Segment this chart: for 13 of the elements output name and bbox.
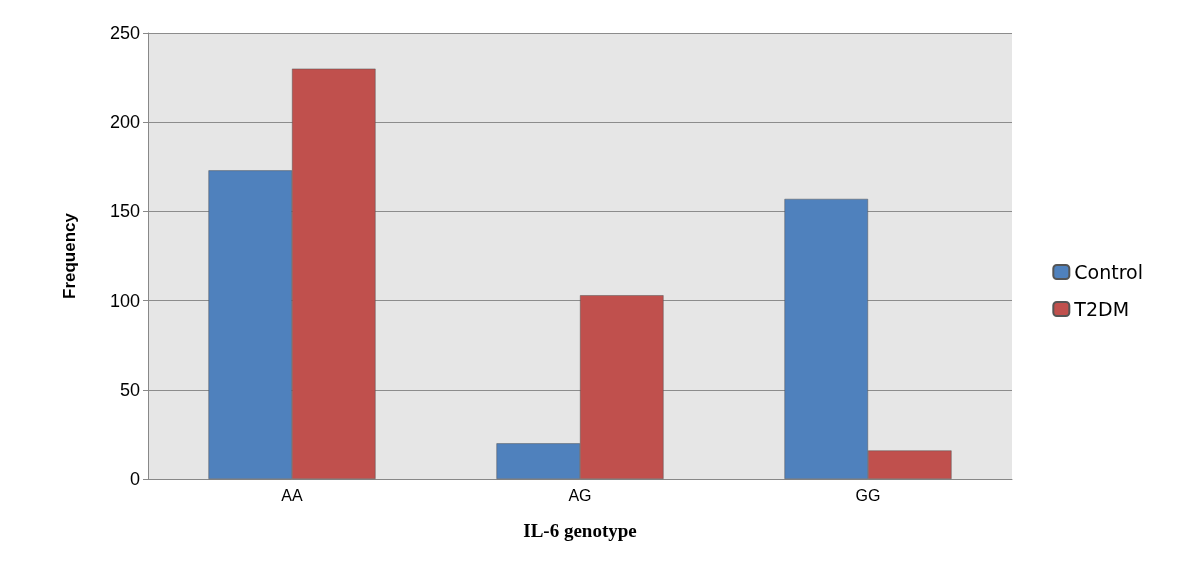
y-tick-label: 250: [109, 23, 140, 43]
x-tick-label: AA: [281, 486, 303, 504]
y-tick-label: 0: [129, 469, 140, 489]
y-tick-label: 100: [109, 290, 140, 311]
y-axis-title: Frequency: [60, 212, 79, 299]
x-tick-label: GG: [855, 486, 881, 504]
legend-label: Control: [1074, 261, 1144, 283]
y-tick-label: 50: [119, 379, 140, 400]
x-axis-title: IL-6 genotype: [523, 520, 637, 541]
y-tick-label: 150: [109, 201, 140, 222]
x-tick-label: AG: [568, 486, 592, 504]
y-tick-label: 200: [109, 112, 140, 133]
legend-label: T2DM: [1073, 298, 1130, 320]
